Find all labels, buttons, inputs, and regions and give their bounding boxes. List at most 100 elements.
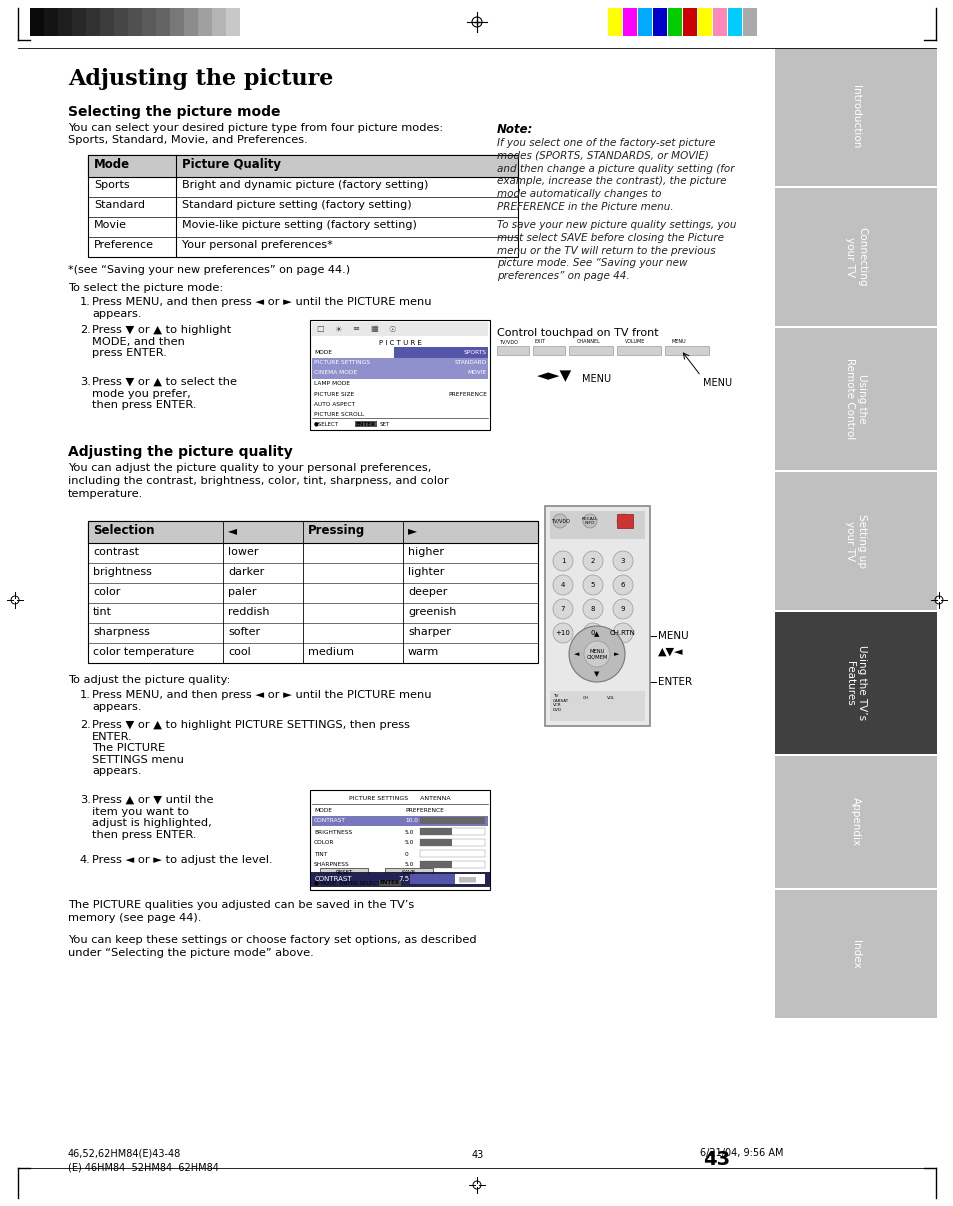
Bar [682,8,697,36]
Text: tint: tint [92,607,112,617]
Text: *(see “Saving your new preferences” on page 44.): *(see “Saving your new preferences” on p… [68,265,350,275]
Circle shape [582,551,602,570]
Bar [667,8,681,36]
Text: MENU: MENU [702,377,731,388]
Text: Index: Index [850,939,861,968]
Text: RECALL
INFO: RECALL INFO [581,516,598,526]
Bar [142,8,156,36]
Text: Using the TV’s
Features: Using the TV’s Features [844,645,866,720]
Text: AUTO ASPECT: AUTO ASPECT [314,402,355,406]
Text: ☉: ☉ [388,324,395,334]
Text: VOL: VOL [606,696,615,699]
Text: STANDARD: STANDARD [455,361,486,365]
Text: MODE: MODE [314,808,332,813]
Text: 3.: 3. [80,795,91,804]
Bar [170,8,184,36]
Bar [774,48,936,186]
Bar [419,816,484,824]
Circle shape [553,551,573,570]
Text: ►: ► [614,651,619,657]
Bar [100,8,113,36]
Bar [419,850,484,857]
Text: COLOR: COLOR [314,841,335,845]
Text: Introduction: Introduction [850,86,861,148]
Bar [419,839,452,845]
Circle shape [582,514,597,528]
Text: Connecting
your TV: Connecting your TV [844,227,866,287]
Text: ≡: ≡ [352,324,359,334]
Bar [310,790,490,890]
Text: To adjust the picture quality:: To adjust the picture quality: [68,675,230,685]
Text: TV
CABSAT
VCR
DVD: TV CABSAT VCR DVD [553,693,569,712]
Text: ◄: ◄ [228,523,236,537]
Text: The PICTURE qualities you adjusted can be saved in the TV’s
memory (see page 44): The PICTURE qualities you adjusted can b… [68,900,414,923]
Text: Bright and dynamic picture (factory setting): Bright and dynamic picture (factory sett… [182,180,428,191]
Text: 5.0: 5.0 [405,841,414,845]
Text: higher: higher [408,548,443,557]
Text: If you select one of the factory-set picture
modes (SPORTS, STANDARDS, or MOVIE): If you select one of the factory-set pic… [497,137,734,212]
Text: EXIT: EXIT [535,339,545,344]
Circle shape [553,599,573,619]
Text: 1.: 1. [80,297,91,308]
Text: |||||||||: ||||||||| [457,877,476,882]
Text: Movie: Movie [94,219,127,230]
Bar [774,611,936,754]
Bar [622,8,637,36]
Text: 3: 3 [620,558,624,564]
Text: reddish: reddish [228,607,269,617]
Text: BRIGHTNESS: BRIGHTNESS [314,830,352,835]
Text: CONTRAST: CONTRAST [314,819,346,824]
Text: MENU
OK/MEM: MENU OK/MEM [586,649,607,660]
Text: Note:: Note: [497,123,533,136]
Text: Mode: Mode [94,158,130,171]
Bar [312,368,488,379]
Bar [419,829,452,835]
Bar [88,156,517,257]
Circle shape [617,514,630,528]
Text: 5.0: 5.0 [405,830,414,835]
Text: 43: 43 [472,1151,483,1160]
Bar [774,328,936,470]
Text: greenish: greenish [408,607,456,617]
Bar [128,8,142,36]
Bar [88,521,537,543]
Text: You can adjust the picture quality to your personal preferences,
including the c: You can adjust the picture quality to yo… [68,463,448,498]
Bar [638,8,651,36]
Text: ▼: ▼ [594,671,599,677]
Text: 7: 7 [560,605,565,611]
Text: CINEMA MODE: CINEMA MODE [314,370,356,375]
Text: Sports: Sports [94,180,130,191]
Text: ● MOVE  ENTER SELECT: ● MOVE ENTER SELECT [314,880,379,885]
Text: color: color [92,587,120,597]
Text: darker: darker [228,567,264,576]
Bar [113,8,128,36]
Text: 9: 9 [620,605,624,611]
Bar [774,472,936,610]
Bar [419,861,452,868]
Text: Adjusting the picture quality: Adjusting the picture quality [68,445,293,459]
Text: MENU: MENU [658,631,688,642]
Text: color temperature: color temperature [92,646,193,657]
Bar [550,511,644,539]
Circle shape [613,551,633,570]
Text: ◄: ◄ [574,651,579,657]
Bar [550,691,644,721]
Text: 46,52,62HM84(E)43-48: 46,52,62HM84(E)43-48 [68,1148,181,1158]
Text: Press ▲ or ▼ until the
item you want to
adjust is highlighted,
then press ENTER.: Press ▲ or ▼ until the item you want to … [91,795,213,839]
Text: CONTRAST: CONTRAST [314,876,352,882]
Bar [44,8,58,36]
Bar [712,8,726,36]
Bar [394,347,488,357]
Bar [312,347,394,357]
Text: TV/VDO: TV/VDO [498,339,517,344]
Text: ►: ► [408,523,416,537]
Bar [410,874,455,884]
Bar [664,346,708,355]
Text: Movie-like picture setting (factory setting): Movie-like picture setting (factory sett… [182,219,416,230]
Text: 6: 6 [620,582,624,589]
Text: PICTURE SIZE: PICTURE SIZE [314,392,354,397]
Text: 0: 0 [590,630,595,636]
Text: You can select your desired picture type from four picture modes:
Sports, Standa: You can select your desired picture type… [68,123,443,145]
Text: PREFERENCE: PREFERENCE [448,392,486,397]
Text: softer: softer [228,627,260,637]
